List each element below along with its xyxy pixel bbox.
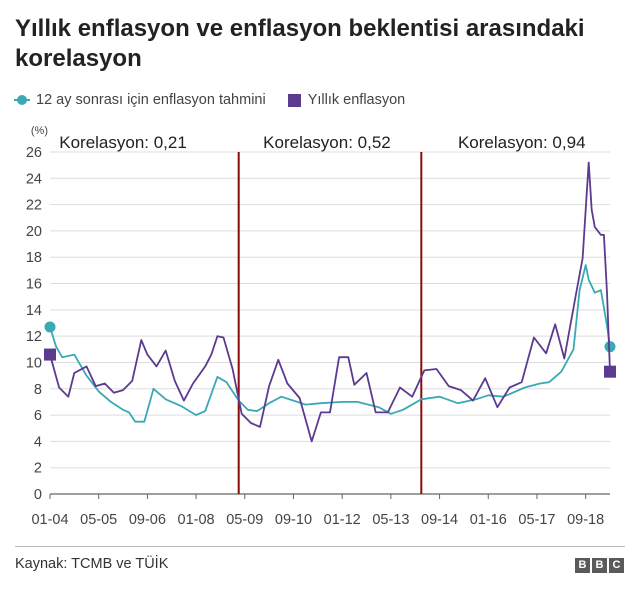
x-tick-label: 01-04: [31, 512, 68, 528]
y-tick-label: 18: [26, 250, 42, 266]
legend-inflation-square-icon: [287, 93, 301, 107]
x-tick-label: 01-12: [324, 512, 361, 528]
y-tick-label: 8: [34, 382, 42, 398]
correlation-annotation-1: Korelasyon: 0,21: [59, 133, 187, 152]
y-tick-label: 16: [26, 277, 42, 293]
y-tick-label: 0: [34, 487, 42, 503]
footer-divider: [15, 546, 625, 547]
legend-expectation-label: 12 ay sonrası için enflasyon tahmini: [36, 92, 266, 108]
y-tick-label: 12: [26, 329, 42, 345]
y-tick-label: 14: [26, 303, 42, 319]
correlation-annotation-3: Korelasyon: 0,94: [458, 133, 586, 152]
legend-expectation-dot-icon: [17, 95, 27, 105]
legend-inflation-label: Yıllık enflasyon: [307, 92, 406, 108]
x-tick-label: 05-05: [80, 512, 117, 528]
y-axis-unit: (%): [31, 125, 48, 137]
legend-item-inflation: Yıllık enflasyon: [287, 92, 406, 108]
x-tick-label: 01-08: [178, 512, 215, 528]
expectation-start-point: [44, 321, 56, 333]
legend: 12 ay sonrası için enflasyon tahmini Yıl…: [14, 90, 427, 110]
x-tick-label: 05-17: [518, 512, 555, 528]
x-tick-label: 09-10: [275, 512, 312, 528]
correlation-annotation-2: Korelasyon: 0,52: [263, 133, 391, 152]
x-tick-label: 09-06: [129, 512, 166, 528]
expectation-end-point: [604, 341, 616, 353]
x-tick-label: 01-16: [470, 512, 507, 528]
inflation-end-point: [604, 365, 616, 378]
y-tick-label: 4: [34, 434, 42, 450]
y-tick-label: 22: [26, 198, 42, 214]
x-tick-label: 05-13: [372, 512, 409, 528]
chart-title: Yıllık enflasyon ve enflasyon beklentisi…: [15, 15, 585, 72]
source-note: Kaynak: TCMB ve TÜİK: [15, 556, 169, 572]
inflation-series-line: [49, 161, 611, 443]
legend-item-expectation: 12 ay sonrası için enflasyon tahmini: [14, 92, 266, 108]
legend-expectation-line-icon: [14, 95, 30, 105]
y-tick-label: 20: [26, 224, 42, 240]
x-tick-label: 09-18: [567, 512, 604, 528]
y-tick-label: 2: [34, 461, 42, 477]
expectation-series-line: [49, 264, 611, 423]
y-tick-label: 26: [26, 145, 42, 161]
x-tick-label: 09-14: [421, 512, 458, 528]
y-tick-label: 24: [26, 171, 42, 187]
y-tick-label: 10: [26, 355, 42, 371]
x-tick-label: 05-09: [226, 512, 263, 528]
y-tick-label: 6: [34, 408, 42, 424]
inflation-start-point: [44, 348, 56, 361]
